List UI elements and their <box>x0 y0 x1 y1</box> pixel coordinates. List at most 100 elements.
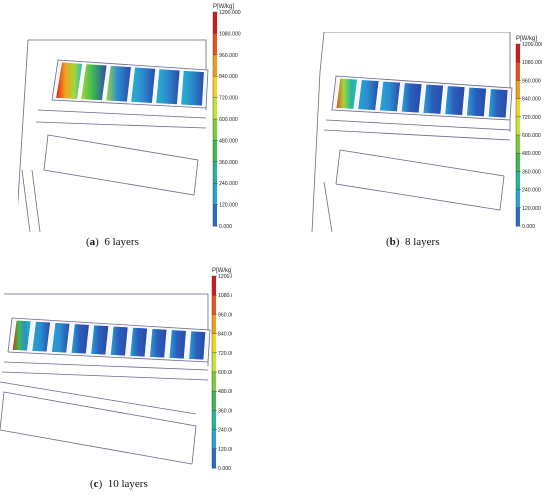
colorbar-swatch <box>516 116 520 136</box>
colorbar-tick-label: 1080.000 <box>218 293 232 299</box>
panel-b-caption-text: 8 layers <box>404 236 440 248</box>
colorbar-tick-label: 600.000 <box>522 133 541 139</box>
colorbar-swatch <box>212 295 216 315</box>
colorbar-swatch <box>213 54 217 77</box>
panel-b-coil-segments <box>335 77 509 119</box>
colorbar-swatch <box>516 153 520 172</box>
colorbar-swatch <box>516 189 520 209</box>
panel-b: P[W/kg] 1200.000 1080.000 960.000 840.000 720… <box>310 32 542 248</box>
colorbar-tick-label: 600.000 <box>219 117 238 123</box>
colorbar-swatch <box>516 207 520 227</box>
coil-segment <box>488 88 509 119</box>
coil-segment <box>105 65 132 103</box>
coil-segment <box>401 82 423 114</box>
colorbar-tick-label: 960.000 <box>219 53 238 59</box>
colorbar-swatch <box>212 372 216 392</box>
colorbar-tick-label: 480.000 <box>522 151 541 157</box>
coil-segment <box>422 83 444 115</box>
colorbar-tick-label: 720.000 <box>522 115 541 121</box>
coil-segment <box>335 77 358 110</box>
coil-segment <box>357 79 380 111</box>
colorbar-tick-label: 720.000 <box>218 351 232 357</box>
colorbar-swatch <box>212 429 216 450</box>
panel-c: P[W/kg]1200.000 1080.000 960.000 840.000 720… <box>0 266 232 490</box>
colorbar-tick-label: 240.000 <box>522 188 541 194</box>
panel-c-caption: (c) 10 layers <box>90 478 148 490</box>
colorbar-swatch <box>212 448 216 469</box>
coil-segment <box>129 327 148 358</box>
panel-b-geometry <box>311 32 513 232</box>
colorbar-tick-label: 0.000 <box>219 224 232 230</box>
panel-c-colorbar: P[W/kg]1200.000 1080.000 960.000 840.000 720… <box>211 268 232 472</box>
coil-segment <box>31 321 51 353</box>
colorbar-swatch <box>516 80 520 99</box>
colorbar-tick-label: 840.000 <box>522 97 541 103</box>
colorbar-swatch <box>212 333 216 354</box>
colorbar-swatch <box>213 76 217 98</box>
colorbar-tick-label: 1080.000 <box>522 60 542 66</box>
colorbar-tick-label: 240.000 <box>218 428 232 434</box>
coil-segment <box>155 68 181 105</box>
colorbar-swatch <box>212 410 216 430</box>
colorbar-tick-label: 960.000 <box>522 78 541 84</box>
panel-a-caption-text: 6 layers <box>104 236 139 248</box>
panel-a-letter: a <box>89 236 96 248</box>
panel-c-geometry <box>0 293 211 465</box>
colorbar-tick-label: 120.000 <box>522 206 541 212</box>
colorbar-swatch <box>213 97 217 120</box>
panel-b-letter: b <box>389 236 396 248</box>
coil-segment <box>379 80 401 112</box>
colorbar-swatch <box>213 12 217 34</box>
panel-b-caption: (b) 8 layers <box>386 236 440 248</box>
colorbar-swatch <box>516 135 520 154</box>
colorbar-tick-label: 0.000 <box>218 466 231 472</box>
colorbar-swatch <box>212 352 216 373</box>
colorbar-tick-label: 840.000 <box>218 332 232 338</box>
colorbar-tick-label: 1200.000 <box>218 274 232 280</box>
panel-c-figure: P[W/kg]1200.000 1080.000 960.000 840.000 720… <box>0 268 232 472</box>
coil-segment <box>80 63 108 101</box>
colorbar-tick-label: 840.000 <box>219 74 238 80</box>
colorbar-tick-label: 120.000 <box>218 447 232 453</box>
colorbar-tick-label: 360.000 <box>522 169 541 175</box>
colorbar-swatch <box>212 314 216 334</box>
colorbar-tick-label: 360.000 <box>218 408 232 414</box>
coil-segment <box>168 329 187 360</box>
panel-b-colorbar: P[W/kg]1200.000 1080.000 960.000 840.000 720… <box>515 36 542 230</box>
coil-segment <box>55 61 83 100</box>
panel-a-coil-segments <box>55 61 205 107</box>
panel-a-colorbar: P[W/kg]1200.000 1080.000 960.000 840.000 720… <box>212 4 241 230</box>
panel-a-caption: (a) 6 layers <box>86 236 139 248</box>
panel-c-coil-segments <box>12 319 206 361</box>
colorbar-tick-label: 960.000 <box>218 312 232 318</box>
colorbar-swatch <box>516 62 520 81</box>
coil-segment <box>90 324 110 356</box>
panel-c-letter: c <box>93 478 99 490</box>
colorbar-tick-label: 360.000 <box>219 160 238 166</box>
colorbar-tick-label: 720.000 <box>219 96 238 102</box>
colorbar-swatch <box>516 98 520 118</box>
colorbar-title: P[W/kg] <box>212 268 232 274</box>
colorbar-swatch <box>213 183 217 205</box>
panel-c-caption-text: 10 layers <box>107 478 148 490</box>
colorbar-tick-label: 600.000 <box>218 370 232 376</box>
colorbar-swatch <box>213 140 217 163</box>
colorbar-swatch <box>213 33 217 56</box>
coil-segment <box>180 70 205 107</box>
colorbar-tick-label: 1200.000 <box>522 42 542 48</box>
coil-segment <box>149 328 168 359</box>
colorbar-swatch <box>213 204 217 227</box>
panel-b-figure: P[W/kg]1200.000 1080.000 960.000 840.000 720… <box>311 32 542 232</box>
coil-segment <box>12 319 32 352</box>
coil-segment <box>51 322 71 354</box>
colorbar-title: P[W/kg] <box>516 36 537 42</box>
colorbar-swatch <box>212 391 216 411</box>
panel-a-figure: P[W/kg]1200.000 1080.000 960.000 840.000 720… <box>18 4 241 232</box>
colorbar-tick-label: 480.000 <box>219 138 238 144</box>
colorbar-title: P[W/kg] <box>213 4 234 10</box>
colorbar-swatch <box>213 119 217 141</box>
colorbar-tick-label: 1200.000 <box>219 10 241 16</box>
colorbar-tick-label: 480.000 <box>218 389 232 395</box>
coil-segment <box>444 85 466 116</box>
coil-segment <box>110 325 129 357</box>
